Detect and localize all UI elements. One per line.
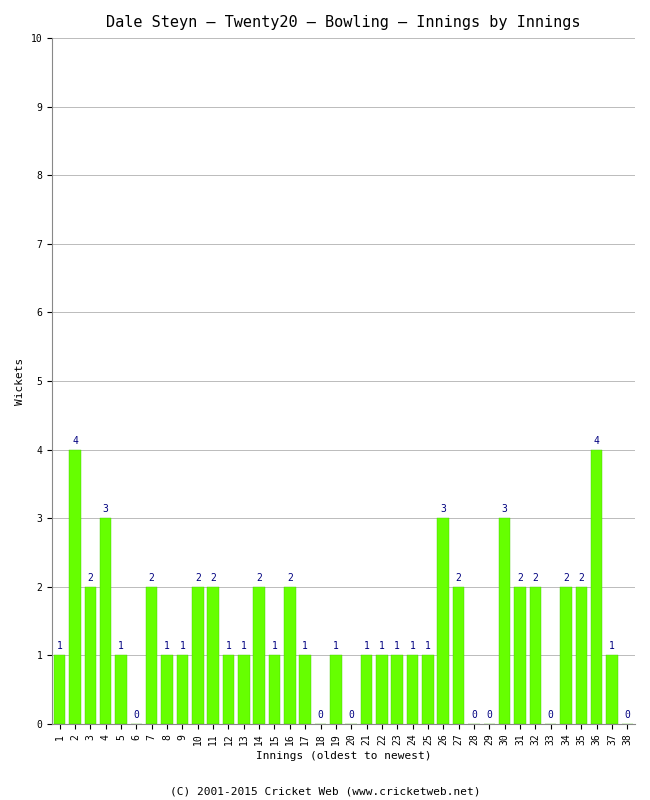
Text: 1: 1 <box>410 642 415 651</box>
Bar <box>330 655 342 724</box>
Text: 2: 2 <box>287 573 292 582</box>
Text: 1: 1 <box>395 642 400 651</box>
Bar <box>407 655 419 724</box>
Bar <box>514 587 526 724</box>
Text: 2: 2 <box>88 573 94 582</box>
Text: 1: 1 <box>118 642 124 651</box>
Text: 1: 1 <box>609 642 615 651</box>
Bar <box>391 655 403 724</box>
Text: 1: 1 <box>179 642 185 651</box>
Bar <box>575 587 587 724</box>
Text: 3: 3 <box>103 504 109 514</box>
Bar <box>268 655 280 724</box>
Text: 4: 4 <box>593 435 599 446</box>
Text: 1: 1 <box>241 642 247 651</box>
Text: 0: 0 <box>548 710 554 720</box>
Bar <box>84 587 96 724</box>
Text: 0: 0 <box>471 710 477 720</box>
Text: 2: 2 <box>195 573 201 582</box>
Bar <box>70 450 81 724</box>
Bar <box>177 655 188 724</box>
Text: 1: 1 <box>164 642 170 651</box>
X-axis label: Innings (oldest to newest): Innings (oldest to newest) <box>255 751 431 761</box>
Text: 0: 0 <box>133 710 139 720</box>
Text: 2: 2 <box>210 573 216 582</box>
Text: 1: 1 <box>57 642 62 651</box>
Bar <box>284 587 296 724</box>
Text: 2: 2 <box>149 573 155 582</box>
Bar <box>238 655 250 724</box>
Text: 2: 2 <box>517 573 523 582</box>
Text: 1: 1 <box>302 642 308 651</box>
Bar <box>300 655 311 724</box>
Text: 2: 2 <box>563 573 569 582</box>
Y-axis label: Wickets: Wickets <box>15 358 25 405</box>
Text: 1: 1 <box>379 642 385 651</box>
Bar <box>422 655 434 724</box>
Bar <box>453 587 464 724</box>
Title: Dale Steyn – Twenty20 – Bowling – Innings by Innings: Dale Steyn – Twenty20 – Bowling – Inning… <box>106 15 580 30</box>
Bar <box>254 587 265 724</box>
Text: 1: 1 <box>226 642 231 651</box>
Bar <box>361 655 372 724</box>
Bar <box>376 655 387 724</box>
Bar <box>223 655 234 724</box>
Text: (C) 2001-2015 Cricket Web (www.cricketweb.net): (C) 2001-2015 Cricket Web (www.cricketwe… <box>170 786 480 796</box>
Bar <box>606 655 618 724</box>
Bar <box>161 655 173 724</box>
Text: 0: 0 <box>318 710 324 720</box>
Text: 2: 2 <box>256 573 262 582</box>
Bar <box>146 587 157 724</box>
Bar <box>560 587 572 724</box>
Text: 1: 1 <box>363 642 369 651</box>
Text: 3: 3 <box>502 504 508 514</box>
Text: 1: 1 <box>333 642 339 651</box>
Bar <box>54 655 66 724</box>
Bar <box>100 518 112 724</box>
Bar <box>192 587 203 724</box>
Text: 4: 4 <box>72 435 78 446</box>
Bar <box>499 518 510 724</box>
Text: 3: 3 <box>440 504 446 514</box>
Bar <box>115 655 127 724</box>
Text: 1: 1 <box>272 642 278 651</box>
Bar <box>591 450 603 724</box>
Text: 0: 0 <box>486 710 492 720</box>
Text: 0: 0 <box>625 710 630 720</box>
Text: 2: 2 <box>578 573 584 582</box>
Bar <box>530 587 541 724</box>
Text: 2: 2 <box>532 573 538 582</box>
Bar <box>437 518 449 724</box>
Text: 1: 1 <box>425 642 431 651</box>
Bar <box>207 587 219 724</box>
Text: 2: 2 <box>456 573 462 582</box>
Text: 0: 0 <box>348 710 354 720</box>
